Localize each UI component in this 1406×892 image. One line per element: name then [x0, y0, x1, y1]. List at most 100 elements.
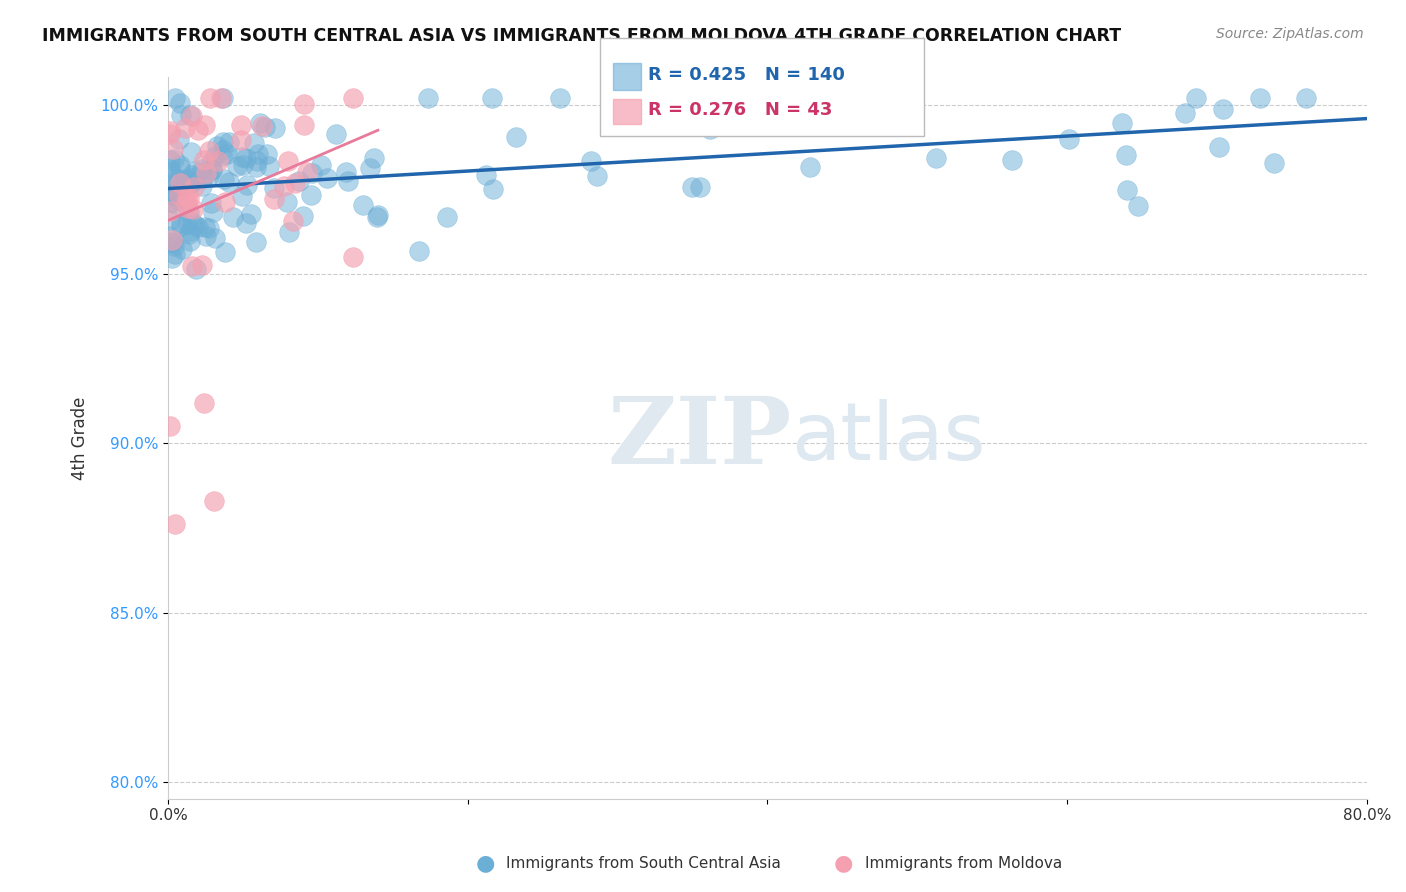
Point: [207, 139, 229, 153]
Point: [198, 91, 221, 105]
Point: [236, 178, 259, 192]
Point: [179, 224, 201, 238]
Point: [235, 151, 257, 165]
Point: [245, 160, 267, 174]
Text: IMMIGRANTS FROM SOUTH CENTRAL ASIA VS IMMIGRANTS FROM MOLDOVA 4TH GRADE CORRELAT: IMMIGRANTS FROM SOUTH CENTRAL ASIA VS IM…: [42, 27, 1122, 45]
Point: [1173, 106, 1195, 120]
Point: [159, 203, 181, 218]
Point: [166, 182, 188, 196]
Point: [689, 180, 711, 194]
Point: [169, 161, 191, 175]
Point: [288, 174, 311, 188]
Point: [179, 108, 201, 122]
Point: [204, 230, 226, 244]
Point: [159, 162, 181, 177]
Point: [169, 95, 191, 110]
Point: [821, 111, 844, 125]
Point: [211, 149, 233, 163]
Point: [170, 219, 193, 234]
Point: [681, 180, 703, 194]
Point: [239, 207, 262, 221]
Point: [181, 175, 204, 189]
Text: R = 0.425   N = 140: R = 0.425 N = 140: [648, 66, 845, 84]
Point: [277, 154, 299, 169]
Point: [1212, 102, 1234, 116]
Point: [352, 198, 374, 212]
Point: [159, 128, 181, 142]
Point: [211, 91, 233, 105]
Point: [699, 121, 721, 136]
Point: [162, 152, 184, 166]
Point: [335, 165, 357, 179]
Point: [167, 188, 190, 202]
Point: [159, 229, 181, 244]
Y-axis label: 4th Grade: 4th Grade: [72, 396, 89, 480]
Point: [160, 186, 183, 201]
Point: [177, 227, 200, 242]
Point: [231, 150, 253, 164]
Point: [177, 204, 200, 219]
Point: [579, 153, 602, 168]
Point: [277, 225, 299, 239]
Point: [548, 91, 571, 105]
Point: [229, 133, 252, 147]
Point: [630, 91, 652, 105]
Point: [160, 234, 183, 248]
Point: [200, 156, 222, 170]
Point: [204, 148, 226, 162]
Point: [263, 192, 285, 206]
Point: [170, 107, 193, 121]
Point: [600, 119, 623, 133]
Point: [408, 244, 430, 258]
Point: [482, 182, 505, 196]
Point: [229, 118, 252, 132]
Point: [359, 161, 381, 175]
Point: [475, 168, 498, 182]
Point: [416, 91, 439, 105]
Point: [209, 91, 232, 105]
Point: [174, 172, 197, 186]
Point: [211, 143, 233, 157]
Point: [169, 158, 191, 172]
Point: [180, 214, 202, 228]
Point: [342, 250, 364, 264]
Point: [165, 517, 187, 532]
Point: [181, 259, 204, 273]
Point: [218, 175, 240, 189]
Point: [367, 208, 389, 222]
Point: [1111, 115, 1133, 129]
Point: [176, 218, 198, 232]
Point: [214, 194, 236, 209]
Point: [585, 169, 607, 183]
Point: [194, 118, 217, 132]
Point: [1115, 147, 1137, 161]
Point: [172, 242, 194, 256]
Point: [790, 106, 813, 120]
Text: Immigrants from Moldova: Immigrants from Moldova: [865, 856, 1062, 871]
Text: R = 0.276   N = 43: R = 0.276 N = 43: [648, 101, 832, 119]
Point: [167, 193, 190, 207]
Point: [259, 159, 281, 173]
Point: [162, 142, 184, 156]
Point: [179, 191, 201, 205]
Point: [281, 214, 304, 228]
Point: [284, 176, 307, 190]
Point: [214, 244, 236, 259]
Point: [309, 158, 332, 172]
Point: [193, 153, 215, 168]
Point: [301, 166, 323, 180]
Point: [299, 188, 322, 202]
Point: [191, 171, 214, 186]
Point: [201, 163, 224, 178]
Point: [273, 179, 295, 194]
Point: [316, 171, 339, 186]
Point: [165, 175, 187, 189]
Point: [337, 174, 360, 188]
Point: [183, 180, 205, 194]
Point: [342, 91, 364, 105]
Point: [169, 176, 191, 190]
Point: [295, 165, 318, 179]
Point: [212, 135, 235, 149]
Point: [160, 251, 183, 265]
Point: [159, 213, 181, 227]
